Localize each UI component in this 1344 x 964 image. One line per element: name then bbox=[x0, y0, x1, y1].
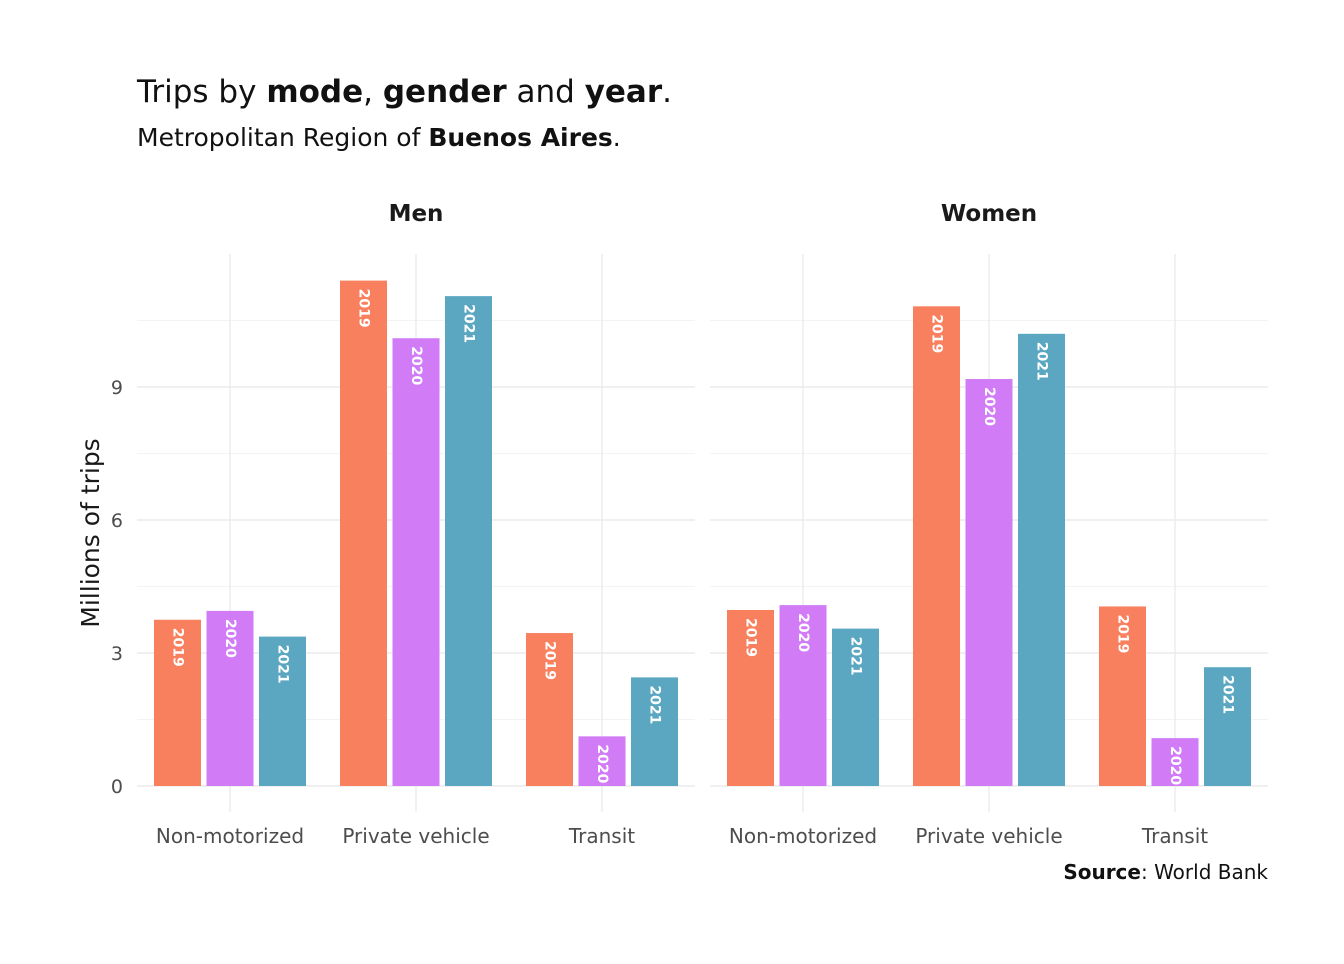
bar-men-2021 bbox=[445, 296, 492, 786]
bar-label: 2020 bbox=[795, 613, 811, 652]
x-tick-label: Private vehicle bbox=[915, 824, 1062, 848]
x-tick-label: Transit bbox=[1141, 824, 1208, 848]
title-part-3: gender bbox=[383, 74, 508, 110]
bar-men-2021 bbox=[259, 636, 306, 786]
facet-title: Men bbox=[389, 201, 444, 227]
subtitle-part-0: Metropolitan Region of bbox=[137, 123, 428, 152]
bar-women-2019 bbox=[727, 609, 774, 786]
title-part-1: mode bbox=[266, 74, 363, 110]
bar-label: 2021 bbox=[647, 685, 663, 724]
chart-title: Trips by mode, gender and year. bbox=[136, 74, 672, 110]
y-axis-label: Millions of trips bbox=[76, 438, 105, 627]
y-tick-label: 6 bbox=[111, 510, 123, 532]
bar-women-2020 bbox=[1151, 738, 1199, 786]
x-tick-label: Transit bbox=[568, 824, 635, 848]
bar-label: 2019 bbox=[743, 618, 759, 657]
bar-men-2020 bbox=[578, 736, 626, 786]
bar-men-2020 bbox=[206, 610, 254, 786]
bar-women-2020 bbox=[965, 379, 1013, 786]
title-part-4: and bbox=[507, 74, 585, 110]
bar-men-2019 bbox=[154, 619, 201, 786]
facet-women: Women 2019 2019 2019 2020 2020 2020 2021 2021 202… bbox=[710, 201, 1268, 848]
source-label: Source bbox=[1063, 860, 1141, 884]
bar-label: 2019 bbox=[542, 641, 558, 680]
bar-men-2019 bbox=[340, 280, 387, 786]
bar-label: 2020 bbox=[408, 346, 424, 385]
bar-label: 2021 bbox=[1034, 342, 1050, 381]
bar-women-2020 bbox=[779, 605, 827, 786]
bar-label: 2021 bbox=[461, 304, 477, 343]
y-tick-label: 0 bbox=[111, 776, 123, 798]
plot-area: 0 3 6 9 Men 2019 2019 2019 2020 2020 2020 2021 2021 2… bbox=[111, 201, 1268, 848]
bar-label: 2019 bbox=[170, 628, 186, 667]
x-tick-label: Non-motorized bbox=[156, 824, 304, 848]
source-caption: Source: World Bank bbox=[1063, 860, 1268, 884]
x-tick-label: Private vehicle bbox=[342, 824, 489, 848]
bar-label: 2021 bbox=[275, 645, 291, 684]
title-part-0: Trips by bbox=[136, 74, 266, 110]
bar-women-2019 bbox=[913, 306, 960, 786]
chart-subtitle: Metropolitan Region of Buenos Aires. bbox=[137, 123, 621, 152]
facet-title: Women bbox=[941, 201, 1037, 227]
title-part-5: year bbox=[585, 74, 663, 110]
bar-label: 2019 bbox=[356, 289, 372, 328]
bar-women-2019 bbox=[1099, 606, 1146, 786]
bar-men-2019 bbox=[526, 633, 573, 786]
y-tick-label: 3 bbox=[111, 643, 123, 665]
bar-label: 2020 bbox=[1167, 746, 1183, 785]
bar-men-2021 bbox=[631, 677, 678, 786]
bar-label: 2019 bbox=[1115, 614, 1131, 653]
title-part-6: . bbox=[662, 74, 672, 110]
bar-label: 2020 bbox=[981, 387, 997, 426]
source-text: : World Bank bbox=[1141, 860, 1268, 884]
subtitle-part-1: Buenos Aires bbox=[428, 123, 612, 152]
y-tick-label: 9 bbox=[111, 377, 123, 399]
bar-label: 2020 bbox=[594, 744, 610, 783]
facet-men: Men 2019 2019 2019 2020 2020 2020 2021 2021 2021 N… bbox=[137, 201, 695, 848]
bar-women-2021 bbox=[1204, 667, 1251, 786]
title-part-2: , bbox=[363, 74, 383, 110]
bar-label: 2021 bbox=[848, 637, 864, 676]
bar-label: 2020 bbox=[222, 619, 238, 658]
x-tick-label: Non-motorized bbox=[729, 824, 877, 848]
bar-men-2020 bbox=[392, 338, 440, 786]
bar-women-2021 bbox=[1018, 333, 1065, 786]
bar-label: 2021 bbox=[1220, 675, 1236, 714]
bar-label: 2019 bbox=[929, 314, 945, 353]
subtitle-part-2: . bbox=[613, 123, 621, 152]
bar-women-2021 bbox=[832, 628, 879, 786]
